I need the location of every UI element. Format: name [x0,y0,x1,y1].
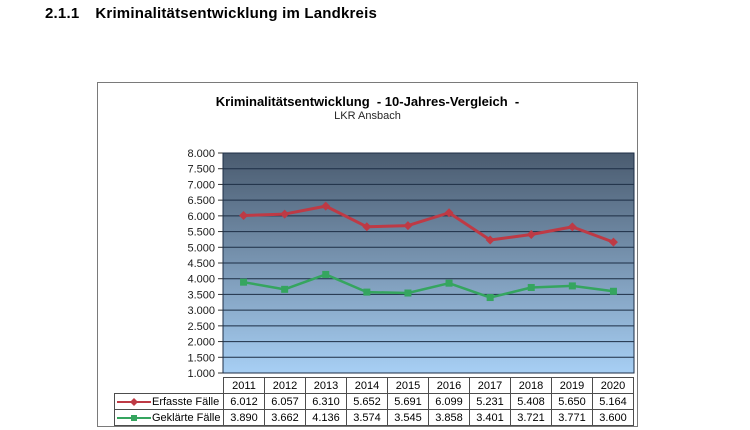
value-cell: 5.691 [387,393,429,410]
section-heading: 2.1.1 Kriminalitätsentwicklung im Landkre… [45,5,377,22]
diamond-marker [567,222,577,232]
year-cell: 2013 [305,377,347,394]
y-axis-label: 1.000 [187,368,215,378]
y-axis-label: 4.500 [187,258,215,270]
y-axis-label: 3.000 [187,305,215,317]
y-axis-label: 2.000 [187,337,215,349]
value-cell: 3.721 [510,409,552,426]
legend-line-diamond-icon [117,397,151,406]
section-title: Kriminalitätsentwicklung im Landkreis [95,5,378,22]
value-cell: 3.858 [428,409,470,426]
y-axis-label: 1.500 [187,352,215,364]
value-cell: 5.652 [346,393,388,410]
square-marker [527,283,535,291]
y-axis-label: 6.000 [187,211,215,223]
series-line-square [242,273,615,299]
value-cell: 3.574 [346,409,388,426]
y-axis-label: 6.500 [187,195,215,207]
legend-key: Erfasste Fälle [116,396,222,408]
square-marker [568,282,576,290]
square-marker [445,279,453,287]
year-cell: 2014 [346,377,388,394]
value-cell: 3.600 [592,409,634,426]
chart-title: Kriminalitätsentwicklung - 10-Jahres-Ver… [215,94,520,109]
y-axis-label: 4.000 [187,274,215,286]
y-axis-label: 7.000 [187,179,215,191]
diamond-marker [321,201,331,211]
legend-label: Geklärte Fälle [152,411,221,424]
table-corner-blank [115,378,224,394]
diamond-marker [280,209,290,219]
line-chart-plot: 8.000 7.500 7.000 6.500 6.000 5.500 5.000 4.500… [187,148,635,378]
legend-key: Geklärte Fälle [116,412,222,424]
square-marker [609,287,617,295]
y-axis-label: 2.500 [187,321,215,333]
chart-data-table: 2011 2012 2013 2014 2015 2016 2017 2018 2019 2020… [114,377,634,426]
y-axis-label: 5.500 [187,227,215,239]
value-cell: 6.057 [264,393,306,410]
plot-border [222,152,635,374]
value-cell: 3.771 [551,409,593,426]
year-cell: 2015 [387,377,429,394]
year-cell: 2012 [264,377,306,394]
y-axis-label: 8.000 [187,148,215,160]
legend-cell: Erfasste Fälle [114,393,224,410]
diamond-marker [485,235,495,245]
value-cell: 3.662 [264,409,306,426]
section-number: 2.1.1 [45,5,80,22]
year-cell: 2011 [223,377,265,394]
value-cell: 5.164 [592,393,634,410]
square-marker [281,285,289,293]
legend-line-square-icon [117,414,151,421]
square-marker [404,289,412,297]
square-marker [240,278,248,286]
diamond-marker [526,229,536,239]
value-cell: 6.012 [223,393,265,410]
diamond-marker [608,237,618,247]
year-cell: 2018 [510,377,552,394]
value-cell: 5.408 [510,393,552,410]
diamond-marker [403,221,413,231]
diamond-marker [362,222,372,232]
value-cell: 3.401 [469,409,511,426]
legend-label: Erfasste Fälle [152,395,220,408]
chart-subtitle: LKR Ansbach [334,110,401,122]
legend-cell: Geklärte Fälle [114,409,224,426]
square-marker [486,294,494,302]
value-cell: 4.136 [305,409,347,426]
series-line-diamond [242,204,615,244]
value-cell: 6.310 [305,393,347,410]
year-cell: 2020 [592,377,634,394]
year-cell: 2017 [469,377,511,394]
value-cell: 3.890 [223,409,265,426]
diamond-marker [239,210,249,220]
diamond-marker [444,208,454,218]
square-marker [363,288,371,296]
value-cell: 3.545 [387,409,429,426]
y-axis-label: 3.500 [187,289,215,301]
value-cell: 5.231 [469,393,511,410]
chart-frame: Kriminalitätsentwicklung - 10-Jahres-Ver… [97,82,638,427]
value-cell: 6.099 [428,393,470,410]
value-cell: 5.650 [551,393,593,410]
year-cell: 2016 [428,377,470,394]
y-axis-label: 7.500 [187,164,215,176]
y-axis-label: 5.000 [187,242,215,254]
square-marker [322,270,330,278]
year-cell: 2019 [551,377,593,394]
